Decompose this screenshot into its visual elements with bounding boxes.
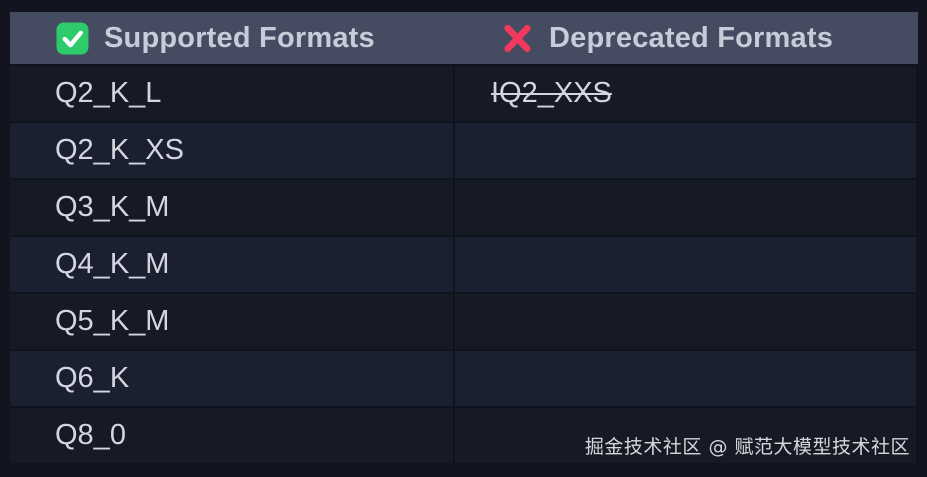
table-row: Q3_K_M [10, 178, 918, 235]
deprecated-format-cell [455, 237, 918, 292]
table-header-row: Supported Formats Deprecated Formats [10, 12, 918, 64]
check-icon [56, 22, 89, 55]
deprecated-format-cell [455, 180, 918, 235]
table-row: Q2_K_L IQ2_XXS [10, 64, 918, 121]
supported-format-cell: Q3_K_M [10, 180, 455, 235]
supported-format-cell: Q8_0 [10, 408, 455, 463]
header-deprecated-label: Deprecated Formats [549, 21, 834, 54]
watermark-text: 掘金技术社区 @ 赋范大模型技术社区 [584, 436, 910, 458]
table-row: Q4_K_M [10, 235, 918, 292]
cross-icon [501, 22, 534, 55]
supported-format-cell: Q6_K [10, 351, 455, 406]
deprecated-format-cell: IQ2_XXS [455, 66, 918, 121]
deprecated-format-cell [455, 294, 918, 349]
formats-table: Supported Formats Deprecated Formats Q2_… [10, 12, 918, 465]
header-supported-label: Supported Formats [104, 21, 375, 54]
table-row: Q2_K_XS [10, 121, 918, 178]
header-deprecated-formats: Deprecated Formats [455, 12, 918, 64]
deprecated-format-cell [455, 123, 918, 178]
supported-format-cell: Q2_K_L [10, 66, 455, 121]
supported-format-cell: Q4_K_M [10, 237, 455, 292]
supported-format-cell: Q5_K_M [10, 294, 455, 349]
table-body: Q2_K_L IQ2_XXS Q2_K_XS Q3_K_M Q4_K_M Q5_… [10, 64, 918, 465]
deprecated-format-cell [455, 351, 918, 406]
table-row: Q5_K_M [10, 292, 918, 349]
table-row: Q8_0 [10, 406, 918, 465]
table-row: Q6_K [10, 349, 918, 406]
header-supported-formats: Supported Formats [10, 12, 455, 64]
supported-format-cell: Q2_K_XS [10, 123, 455, 178]
deprecated-format-cell [455, 408, 918, 463]
